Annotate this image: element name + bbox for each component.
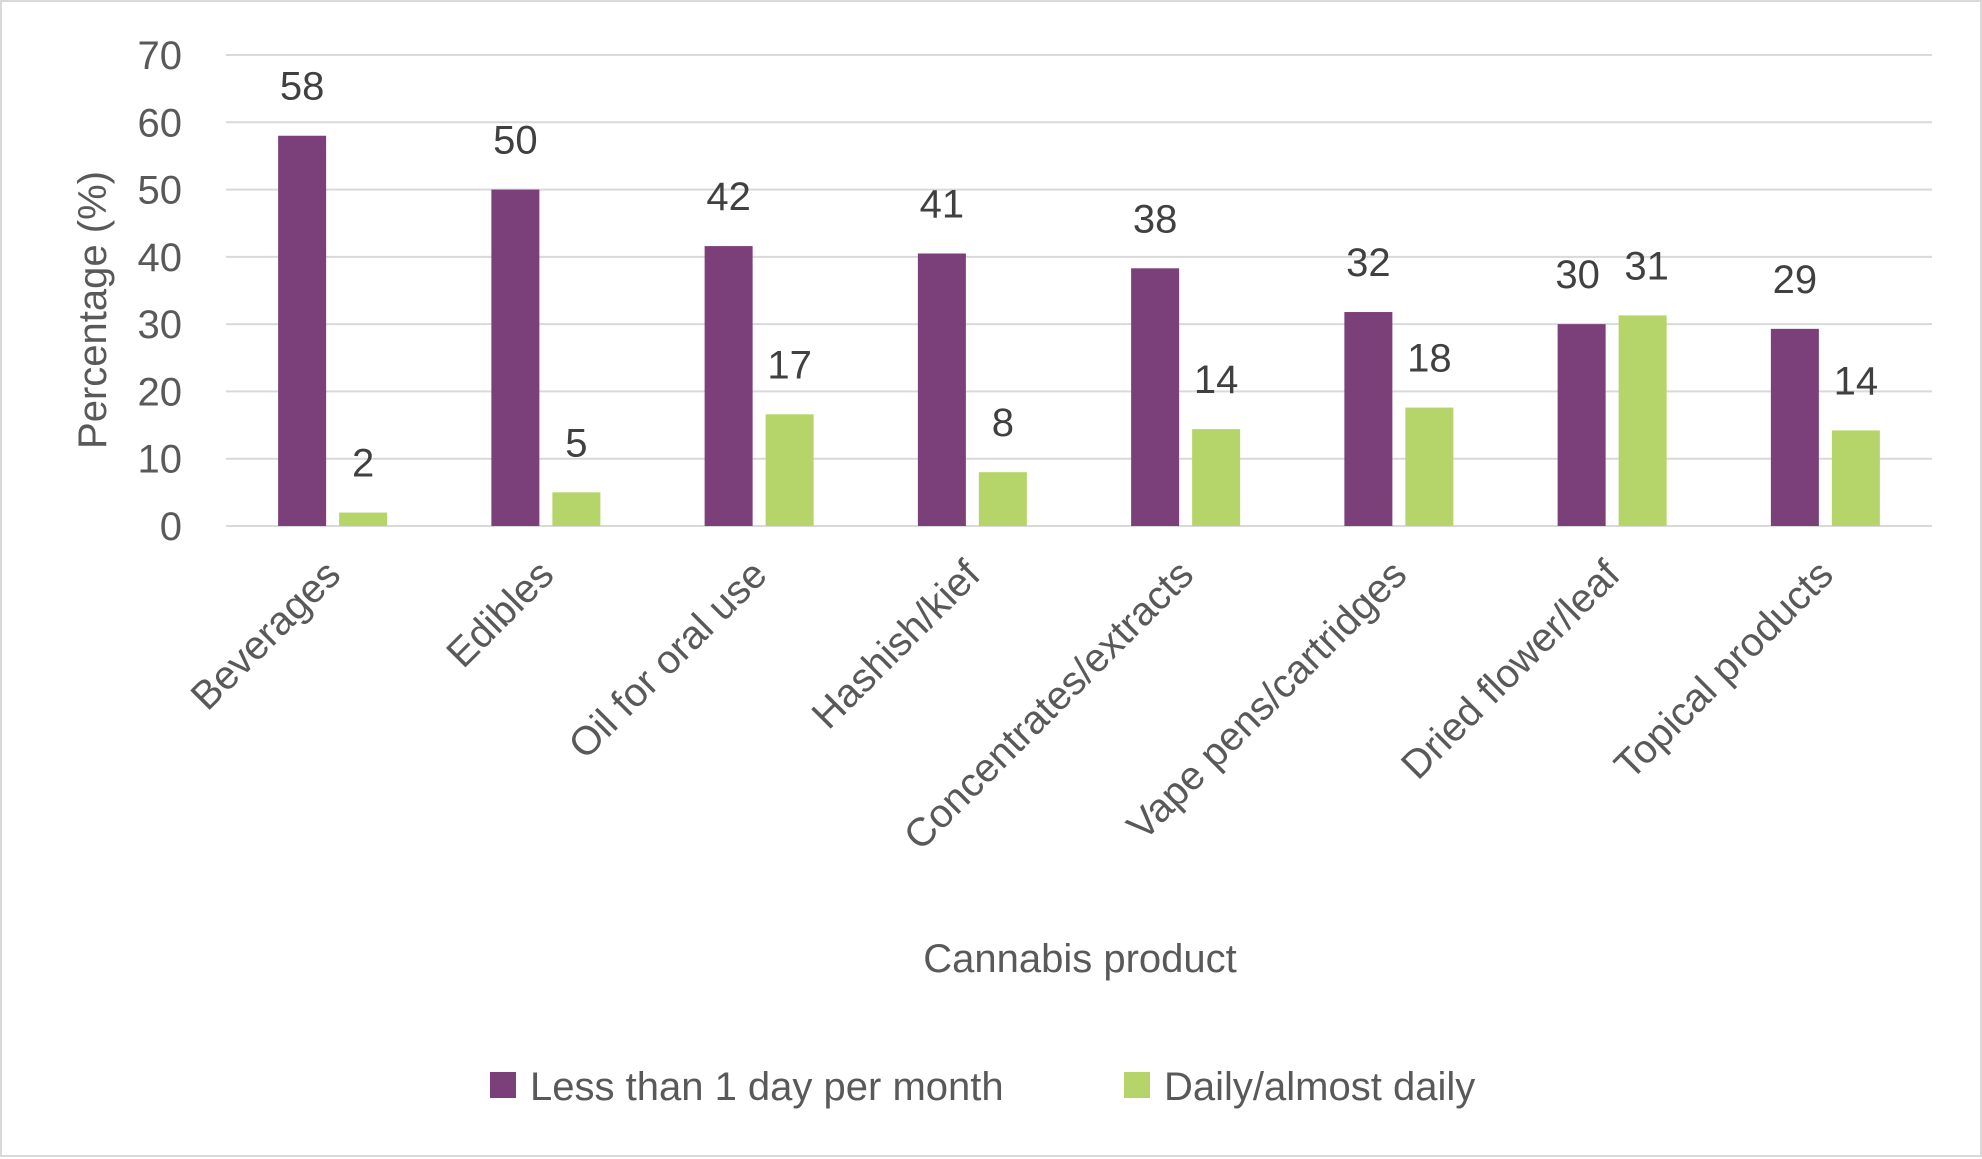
data-label: 41 xyxy=(920,182,965,226)
data-label: 50 xyxy=(493,119,538,163)
data-label: 18 xyxy=(1407,337,1452,381)
y-tick-label: 0 xyxy=(160,505,182,549)
data-label: 32 xyxy=(1346,241,1391,285)
y-tick-label: 10 xyxy=(138,438,183,482)
legend: Less than 1 day per month Daily/almost da… xyxy=(490,1065,1475,1109)
data-label: 30 xyxy=(1555,253,1600,297)
data-label: 38 xyxy=(1133,197,1178,241)
bar-less-than-monthly-4 xyxy=(1131,268,1180,526)
data-label: 42 xyxy=(706,175,751,219)
y-axis-title: Percentage (%) xyxy=(71,171,115,449)
legend-swatch xyxy=(1124,1072,1150,1098)
bar-daily-1 xyxy=(552,492,601,526)
y-tick-label: 40 xyxy=(138,236,183,280)
y-axis-ticks: 0 10 20 30 40 50 60 70 xyxy=(138,34,183,549)
bar-daily-7 xyxy=(1831,430,1880,526)
x-category-label: Hashish/kief xyxy=(804,552,990,738)
bar-less-than-monthly-7 xyxy=(1770,328,1819,526)
bar-less-than-monthly-2 xyxy=(704,246,753,526)
y-tick-label: 20 xyxy=(138,370,183,414)
data-labels: 58 2 50 5 42 17 41 8 38 14 32 18 30 31 29 14 xyxy=(280,65,1878,486)
data-label: 5 xyxy=(565,421,587,465)
data-label: 17 xyxy=(767,343,812,387)
y-tick-label: 30 xyxy=(138,303,183,347)
y-tick-label: 50 xyxy=(138,169,183,213)
bar-daily-2 xyxy=(765,414,814,526)
bar-daily-0 xyxy=(339,512,388,526)
data-label: 8 xyxy=(992,401,1014,445)
bars xyxy=(278,135,1880,527)
data-label: 14 xyxy=(1194,358,1239,402)
bar-daily-6 xyxy=(1618,315,1667,526)
data-label: 31 xyxy=(1624,244,1669,288)
bar-less-than-monthly-0 xyxy=(278,135,327,526)
bar-daily-5 xyxy=(1405,407,1454,526)
y-tick-label: 60 xyxy=(138,101,183,145)
x-category-label: Beverages xyxy=(183,552,349,718)
x-category-label: Dried flower/leaf xyxy=(1393,552,1629,788)
bar-daily-4 xyxy=(1192,429,1241,526)
legend-label: Less than 1 day per month xyxy=(530,1065,1004,1109)
legend-label: Daily/almost daily xyxy=(1164,1065,1475,1109)
bar-less-than-monthly-3 xyxy=(917,253,966,526)
bar-less-than-monthly-1 xyxy=(491,189,540,527)
data-label: 29 xyxy=(1773,258,1818,302)
y-tick-label: 70 xyxy=(138,34,183,78)
data-label: 14 xyxy=(1834,359,1879,403)
gridlines xyxy=(226,54,1932,527)
x-axis-title: Cannabis product xyxy=(923,937,1237,981)
legend-swatch xyxy=(490,1072,516,1098)
x-category-label: Oil for oral use xyxy=(560,552,775,767)
x-category-label: Edibles xyxy=(438,552,562,676)
x-category-label: Topical products xyxy=(1606,552,1841,787)
bar-less-than-monthly-5 xyxy=(1344,312,1393,526)
bar-less-than-monthly-6 xyxy=(1557,324,1606,526)
data-label: 2 xyxy=(352,442,374,486)
bar-daily-3 xyxy=(978,472,1027,526)
data-label: 58 xyxy=(280,65,325,109)
